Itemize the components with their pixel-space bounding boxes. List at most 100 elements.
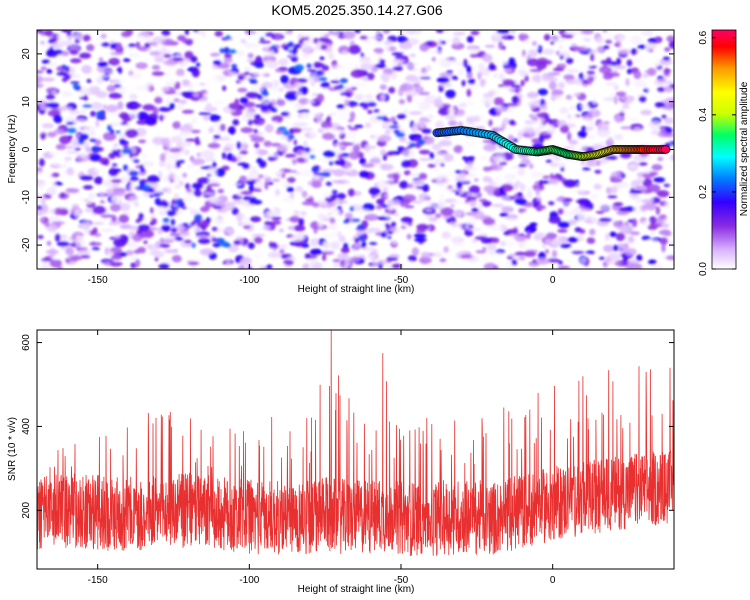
noise-blob [84,208,95,213]
noise-blob [111,215,117,223]
noise-blob [271,216,282,220]
noise-blob [254,62,265,69]
noise-blob [484,44,496,48]
noise-blob [223,228,235,234]
noise-blob [412,122,426,127]
noise-blob [267,181,274,185]
noise-blob [560,236,570,244]
snr-x-ticks: -150 -100 -50 0 [88,330,556,586]
noise-blob [653,177,666,183]
noise-blob [239,97,249,104]
noise-blob [61,91,73,97]
noise-blob [354,124,364,128]
noise-blob [669,154,674,161]
noise-blob [501,35,508,40]
colorbar-tick-label: 0.6 [698,30,709,44]
streak-blob [293,46,298,52]
noise-blob [176,223,185,233]
noise-blob [164,71,170,77]
noise-blob [264,181,269,190]
noise-blob [294,171,300,175]
noise-blob [406,95,413,103]
y-tick-label: 10 [21,96,32,108]
noise-blob [209,114,221,122]
noise-blob [389,46,397,52]
noise-blob [79,52,92,59]
streak-blob [147,189,155,193]
streak-blob [129,176,139,182]
noise-blob [267,209,279,218]
noise-blob [126,101,137,110]
noise-blob [457,67,464,77]
noise-blob [174,75,189,79]
noise-blob [574,46,587,52]
noise-blob [134,84,147,91]
streak-blob [227,49,237,54]
noise-blob [588,49,597,54]
noise-blob [530,114,538,124]
noise-blob [243,225,251,230]
noise-blob [251,233,266,237]
noise-blob [247,242,255,250]
noise-blob [434,168,439,172]
noise-blob [444,38,453,44]
noise-blob [554,48,569,52]
noise-blob [416,223,430,231]
noise-blob [317,213,327,220]
noise-blob [648,216,657,225]
noise-blob [444,153,454,162]
noise-blob [589,228,596,236]
noise-blob [259,121,265,125]
noise-blob [145,116,157,126]
noise-blob [305,198,315,202]
noise-blob [64,156,70,164]
noise-blob [663,231,672,237]
streak-blob [139,181,146,187]
noise-blob [39,217,45,222]
noise-blob [192,158,206,165]
noise-blob [380,232,387,239]
noise-blob [160,65,170,71]
noise-blob [210,166,218,174]
noise-blob [540,104,548,111]
noise-blob [275,169,285,175]
streak-blob [325,181,332,186]
noise-blob [50,256,61,261]
noise-blob [247,30,258,35]
noise-blob [113,187,126,193]
noise-blob [91,221,105,225]
noise-blob [351,248,357,253]
noise-blob [398,201,410,207]
noise-blob [228,244,239,253]
noise-blob [604,82,618,86]
noise-blob [167,116,177,122]
noise-blob [557,229,568,233]
noise-blob [548,178,561,186]
noise-blob [400,262,412,269]
noise-blob [219,123,226,132]
noise-blob [565,79,575,84]
noise-blob [645,238,659,244]
noise-blob [434,213,442,219]
noise-blob [430,243,444,249]
noise-blob [107,222,120,226]
noise-blob [184,30,189,36]
noise-blob [272,120,279,128]
noise-blob [196,62,201,67]
noise-blob [422,136,435,145]
noise-blob [380,72,390,82]
noise-blob [496,125,502,129]
noise-blob [241,137,247,146]
noise-blob [140,208,150,214]
noise-blob [207,142,221,149]
noise-blob [376,198,385,205]
streak-blob [409,142,417,148]
noise-blob [488,119,493,127]
noise-blob [415,229,427,233]
noise-blob [282,119,290,124]
noise-blob [175,160,181,169]
noise-blob [586,237,596,245]
noise-blob [581,177,590,186]
noise-blob [557,265,571,269]
noise-blob [93,168,107,174]
